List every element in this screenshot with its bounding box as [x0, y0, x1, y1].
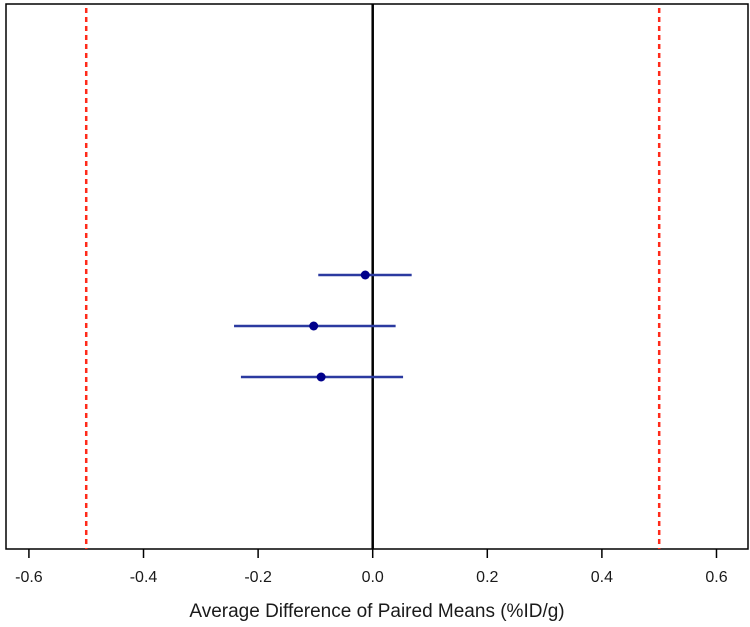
x-axis: -0.6 -0.4 -0.2 0.0 0.2 0.4 0.6 — [15, 549, 728, 586]
x-tick-label: 0.4 — [591, 569, 613, 586]
estimates-layer — [234, 270, 412, 382]
x-tick-label: -0.2 — [244, 569, 272, 586]
x-tick-label: 0.0 — [362, 569, 384, 586]
x-tick-label: 0.6 — [705, 569, 727, 586]
x-axis-title: Average Difference of Paired Means (%ID/… — [189, 601, 564, 622]
plot-frame — [5, 3, 749, 550]
x-tick-label: -0.6 — [15, 569, 43, 586]
point-estimate — [316, 372, 326, 382]
point-estimate — [360, 270, 370, 280]
point-estimate — [309, 321, 319, 331]
x-tick-label: -0.4 — [130, 569, 158, 586]
x-tick-label: 0.2 — [476, 569, 498, 586]
